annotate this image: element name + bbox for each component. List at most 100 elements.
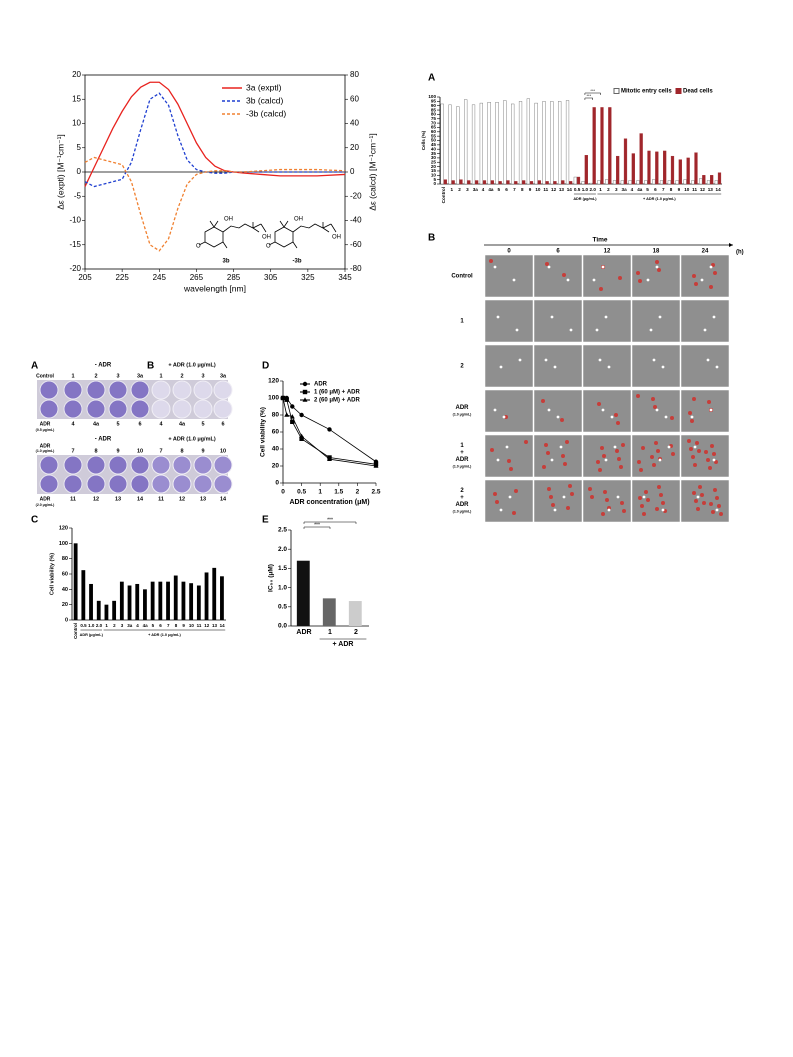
bar [514, 181, 518, 185]
marker [302, 397, 308, 402]
cell-dot [711, 263, 715, 267]
cell-dot [687, 439, 691, 443]
bar [678, 159, 682, 185]
well [172, 474, 192, 494]
cell-dot [655, 408, 659, 412]
micrograph [680, 299, 730, 343]
row-label: ADR [456, 457, 470, 463]
cell-dot [556, 415, 560, 419]
cell-dot [692, 274, 696, 278]
bar [104, 604, 109, 620]
cell-dot [550, 458, 554, 462]
cell-dot [652, 463, 656, 467]
bar [475, 180, 479, 185]
bar [605, 179, 609, 185]
cell-dot [615, 449, 619, 453]
arrow-head [729, 243, 733, 247]
cell-dot [652, 358, 656, 362]
bar [522, 180, 526, 185]
row-label: (2.0 μg/mL) [36, 503, 55, 507]
well [172, 399, 192, 419]
bar [584, 155, 588, 185]
x-category-label: 11 [692, 187, 697, 192]
cell-dot [696, 507, 700, 511]
y2-tick-label: 80 [350, 70, 359, 79]
x-category-label: 7 [662, 187, 665, 192]
x-category-label: 0.5 [574, 187, 581, 192]
cell-dot [588, 487, 592, 491]
micrograph [533, 479, 583, 523]
y-tick-label: 25 [431, 159, 437, 164]
well-label: 10 [137, 448, 143, 454]
cell-dot [664, 415, 668, 419]
cell-dot [636, 271, 640, 275]
cell-dot [715, 496, 719, 500]
atom: O [196, 244, 201, 250]
cell-dot [657, 268, 661, 272]
bar [691, 180, 695, 185]
bar [652, 179, 656, 185]
cell-dot [604, 315, 608, 319]
y-tick-label: 40 [431, 146, 437, 151]
x-category-label: 8 [521, 187, 524, 192]
panel-letter: A [428, 73, 435, 84]
cell-dot [496, 458, 500, 462]
y2-tick-label: -40 [350, 216, 362, 225]
well [151, 455, 171, 475]
micrograph [582, 344, 632, 388]
group-label: + ADR (1.0 μg/mL) [643, 197, 676, 201]
plate-header: - ADR [95, 363, 112, 369]
bar [451, 180, 455, 185]
panel-letters: A B A B C D E [31, 73, 435, 526]
well-label: 10 [220, 448, 226, 454]
cell-dot [637, 460, 641, 464]
cell-dot [595, 328, 599, 332]
micrograph [533, 434, 583, 478]
micrograph [484, 479, 534, 523]
y-tick-label: 85 [431, 107, 437, 112]
cell-dot [659, 493, 663, 497]
well [39, 380, 59, 400]
well-label: 2 [180, 373, 183, 379]
bar [487, 102, 491, 185]
row-label: + [460, 495, 464, 501]
time-point: 0 [507, 249, 511, 255]
cell-dot [714, 460, 718, 464]
cell-dot [568, 484, 572, 488]
bar [526, 98, 530, 185]
x-tick-label: 285 [227, 273, 241, 282]
bar [119, 581, 124, 620]
significance-bracket [303, 526, 331, 529]
cell-dot [601, 408, 605, 412]
x-category-label: 9 [529, 187, 532, 192]
cell-dot [708, 466, 712, 470]
significance-label: *** [327, 517, 333, 523]
bar [456, 106, 460, 185]
well [172, 380, 192, 400]
cell-dot [496, 315, 500, 319]
cell-dot [605, 498, 609, 502]
marker [327, 427, 332, 432]
well [63, 380, 83, 400]
well [130, 474, 150, 494]
y-tick-label: 120 [59, 525, 68, 531]
x-tick-label: 245 [153, 273, 167, 282]
well [39, 474, 59, 494]
y2-tick-label: 0 [350, 167, 355, 176]
bar [518, 101, 523, 185]
bar [699, 178, 703, 185]
cell-dot [694, 499, 698, 503]
cell-dot [512, 511, 516, 515]
atom: OH [262, 235, 271, 241]
bar [135, 583, 140, 620]
cell-dot [505, 445, 509, 449]
bar [150, 581, 155, 620]
well [86, 380, 106, 400]
y-tick-label: 1.5 [278, 565, 287, 572]
well-label: 14 [137, 496, 144, 502]
cell-dot [654, 441, 658, 445]
x-category-label: Control [73, 623, 78, 639]
cell-dot [618, 276, 622, 280]
x-category-label: 2 [607, 187, 610, 192]
well-label: 14 [220, 496, 227, 502]
